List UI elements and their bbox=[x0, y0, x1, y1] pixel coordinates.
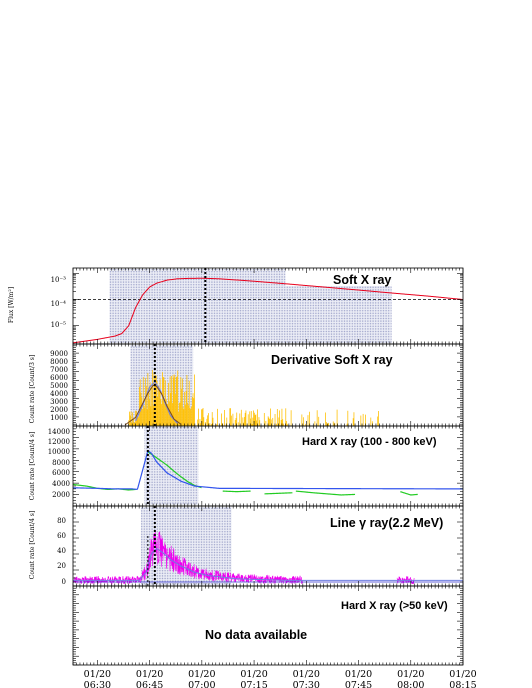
gamma-ray-ylabel: Count rate [Count/4 s] bbox=[29, 511, 36, 579]
gamma-ray-plot-area bbox=[72, 505, 464, 587]
hard-xray-shaded-interval bbox=[144, 427, 199, 505]
soft-xray-legend-box bbox=[285, 269, 392, 286]
time-tick-time-4: 07:30 bbox=[293, 680, 320, 688]
hard-xray-ytick-14000: 14000 bbox=[48, 428, 70, 436]
soft-xray-ytick-1e-5: 10⁻⁵ bbox=[51, 321, 67, 329]
gamma-ray-fit-line bbox=[73, 547, 463, 581]
derivative-plot-area bbox=[72, 343, 464, 427]
soft-xray-ylabel: Flux [W/m²] bbox=[8, 287, 15, 323]
time-tick-time-5: 07:45 bbox=[345, 680, 372, 688]
panel-gamma-ray: Line γ ray(2.2 MeV) Count rate [Count/4 … bbox=[29, 505, 464, 587]
panel-soft-xray: Soft X ray Flux [W/m²] 10⁻³ 10⁻⁴ 10⁻⁵ bbox=[8, 267, 464, 345]
gamma-ray-ytick-40: 40 bbox=[57, 547, 66, 555]
hard-xray-plot-area bbox=[72, 425, 464, 507]
panel-derivative-soft-xray: Derivative Soft X ray Count rate [Count/… bbox=[29, 343, 464, 427]
hard-xray-50kev-frame bbox=[72, 585, 464, 666]
panel-hard-xray: Hard X ray (100 - 800 keV) Count rate [C… bbox=[29, 425, 464, 507]
gamma-ray-title: Line γ ray(2.2 MeV) bbox=[330, 516, 443, 530]
derivative-ytick-5000: 5000 bbox=[50, 382, 68, 390]
hard-xray-data-segment-5 bbox=[400, 491, 418, 496]
panel-hard-xray-50kev: Hard X ray (>50 keV) No data available bbox=[72, 585, 464, 666]
hard-xray-ylabel: Count rate [Count/4 s] bbox=[29, 432, 36, 500]
hard-xray-data-segment-1 bbox=[147, 451, 202, 489]
derivative-ytick-6000: 6000 bbox=[50, 374, 68, 382]
soft-xray-flux-line bbox=[72, 277, 464, 344]
derivative-ytick-2000: 2000 bbox=[50, 406, 68, 414]
soft-xray-ytick-1e-3: 10⁻³ bbox=[51, 276, 67, 284]
hard-xray-50kev-title: Hard X ray (>50 keV) bbox=[341, 600, 448, 612]
time-tick-time-0: 06:30 bbox=[84, 680, 111, 688]
derivative-ytick-3000: 3000 bbox=[50, 398, 68, 406]
hard-xray-ytick-2000: 2000 bbox=[52, 491, 70, 499]
time-tick-time-6: 08:00 bbox=[397, 680, 424, 688]
derivative-ylabel: Count rate [Count/3 s] bbox=[29, 355, 36, 423]
hard-xray-ytick-8000: 8000 bbox=[52, 459, 70, 467]
time-tick-date-5: 01/20 bbox=[345, 669, 372, 680]
time-axis-labels: 01/2006:3001/2006:4501/2007:0001/2007:15… bbox=[84, 669, 477, 688]
time-tick-time-1: 06:45 bbox=[136, 680, 163, 688]
derivative-ytick-7000: 7000 bbox=[50, 366, 68, 374]
hard-xray-ytick-10000: 10000 bbox=[48, 448, 70, 456]
derivative-ytick-1000: 1000 bbox=[50, 414, 68, 422]
derivative-ytick-9000: 9000 bbox=[50, 350, 68, 358]
gamma-ray-ytick-60: 60 bbox=[57, 532, 66, 540]
derivative-ytick-4000: 4000 bbox=[50, 390, 68, 398]
time-tick-date-1: 01/20 bbox=[136, 669, 163, 680]
gamma-ray-ytick-80: 80 bbox=[57, 517, 66, 525]
derivative-smooth-line bbox=[124, 384, 182, 426]
time-tick-time-2: 07:00 bbox=[188, 680, 215, 688]
hard-xray-ytick-4000: 4000 bbox=[52, 480, 70, 488]
hard-xray-ytick-12000: 12000 bbox=[48, 438, 70, 446]
derivative-title: Derivative Soft X ray bbox=[271, 353, 393, 367]
no-data-message: No data available bbox=[205, 628, 307, 642]
time-tick-date-6: 01/20 bbox=[397, 669, 424, 680]
time-tick-time-7: 08:15 bbox=[449, 680, 476, 688]
time-tick-time-3: 07:15 bbox=[240, 680, 267, 688]
hard-xray-data-segment-4 bbox=[295, 490, 356, 496]
gamma-ray-ytick-20: 20 bbox=[57, 562, 66, 570]
time-tick-date-2: 01/20 bbox=[188, 669, 215, 680]
soft-xray-ytick-1e-4: 10⁻⁴ bbox=[51, 300, 67, 308]
time-tick-date-4: 01/20 bbox=[293, 669, 320, 680]
soft-xray-title: Soft X ray bbox=[333, 273, 391, 287]
hard-xray-data-segment-3 bbox=[264, 492, 293, 495]
hard-xray-ytick-6000: 6000 bbox=[52, 469, 70, 477]
time-tick-date-7: 01/20 bbox=[449, 669, 476, 680]
time-tick-date-3: 01/20 bbox=[240, 669, 267, 680]
derivative-fit-line bbox=[135, 381, 178, 424]
time-tick-date-0: 01/20 bbox=[84, 669, 111, 680]
hard-xray-50kev-plot-area bbox=[72, 585, 464, 666]
derivative-ytick-8000: 8000 bbox=[50, 358, 68, 366]
hard-xray-fit-line bbox=[72, 450, 464, 491]
soft-xray-plot-area bbox=[72, 267, 464, 345]
hard-xray-title: Hard X ray (100 - 800 keV) bbox=[302, 436, 437, 448]
hard-xray-data-segment-2 bbox=[222, 490, 251, 493]
gamma-ray-ytick-0: 0 bbox=[62, 578, 66, 586]
